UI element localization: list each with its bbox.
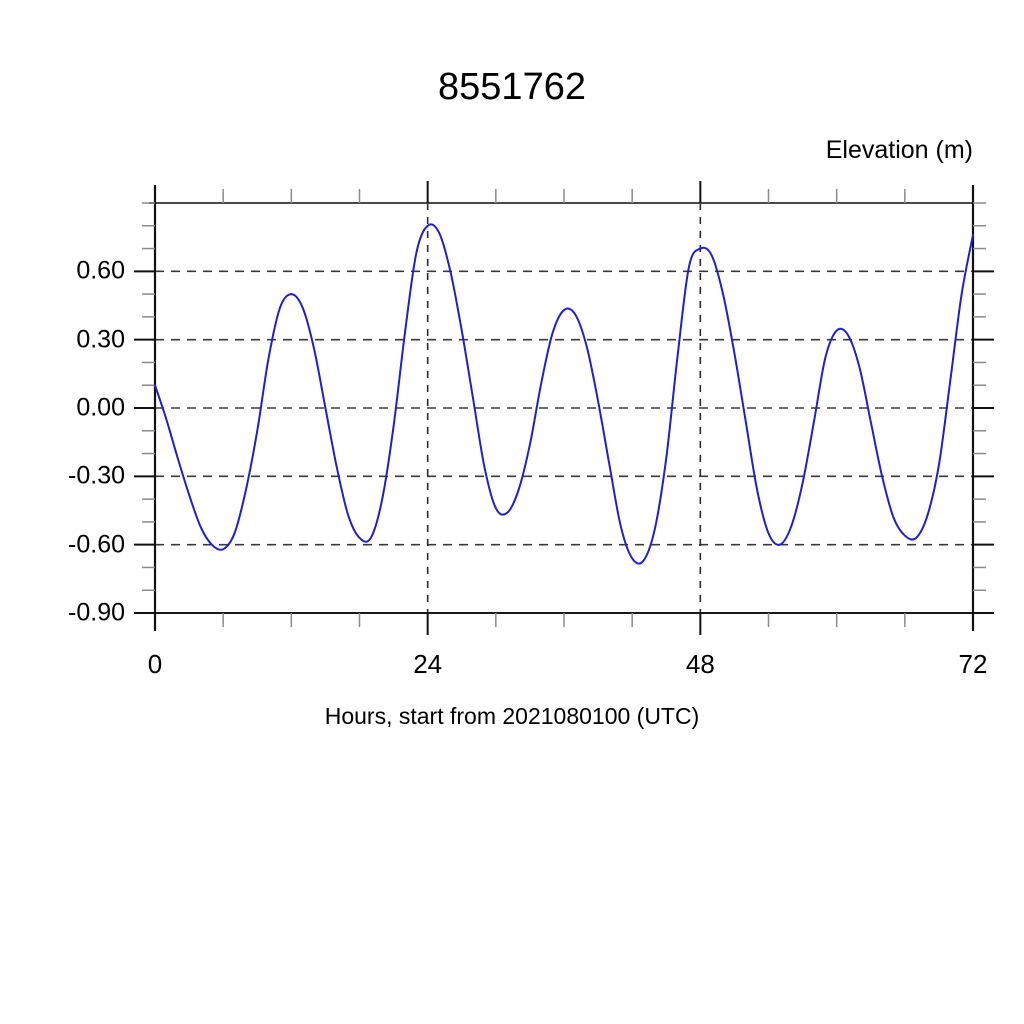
x-tick-label: 48: [685, 649, 715, 679]
data-series-line: [154, 223, 974, 565]
y-tick-label: -0.60: [68, 530, 125, 559]
vertical-gridlines: [426, 203, 702, 613]
y-tick-label: 0.60: [76, 256, 125, 285]
y-tick-label: 0.30: [76, 325, 125, 354]
x-tick-label: 0: [147, 649, 163, 679]
y-tick-label: -0.90: [68, 598, 125, 627]
y-tick-label: 0.00: [76, 393, 125, 422]
x-tick-label: 24: [413, 649, 443, 679]
series-line-elevation: [154, 223, 974, 565]
horizontal-gridlines: [155, 270, 973, 546]
y-axis-label: Elevation (m): [825, 136, 973, 164]
axis-ticks: [134, 181, 994, 635]
x-axis-label: Hours, start from 2021080100 (UTC): [324, 703, 700, 729]
x-tick-label: 72: [958, 649, 988, 679]
chart-title: 8551762: [438, 66, 586, 108]
y-tick-label: -0.30: [68, 461, 125, 490]
